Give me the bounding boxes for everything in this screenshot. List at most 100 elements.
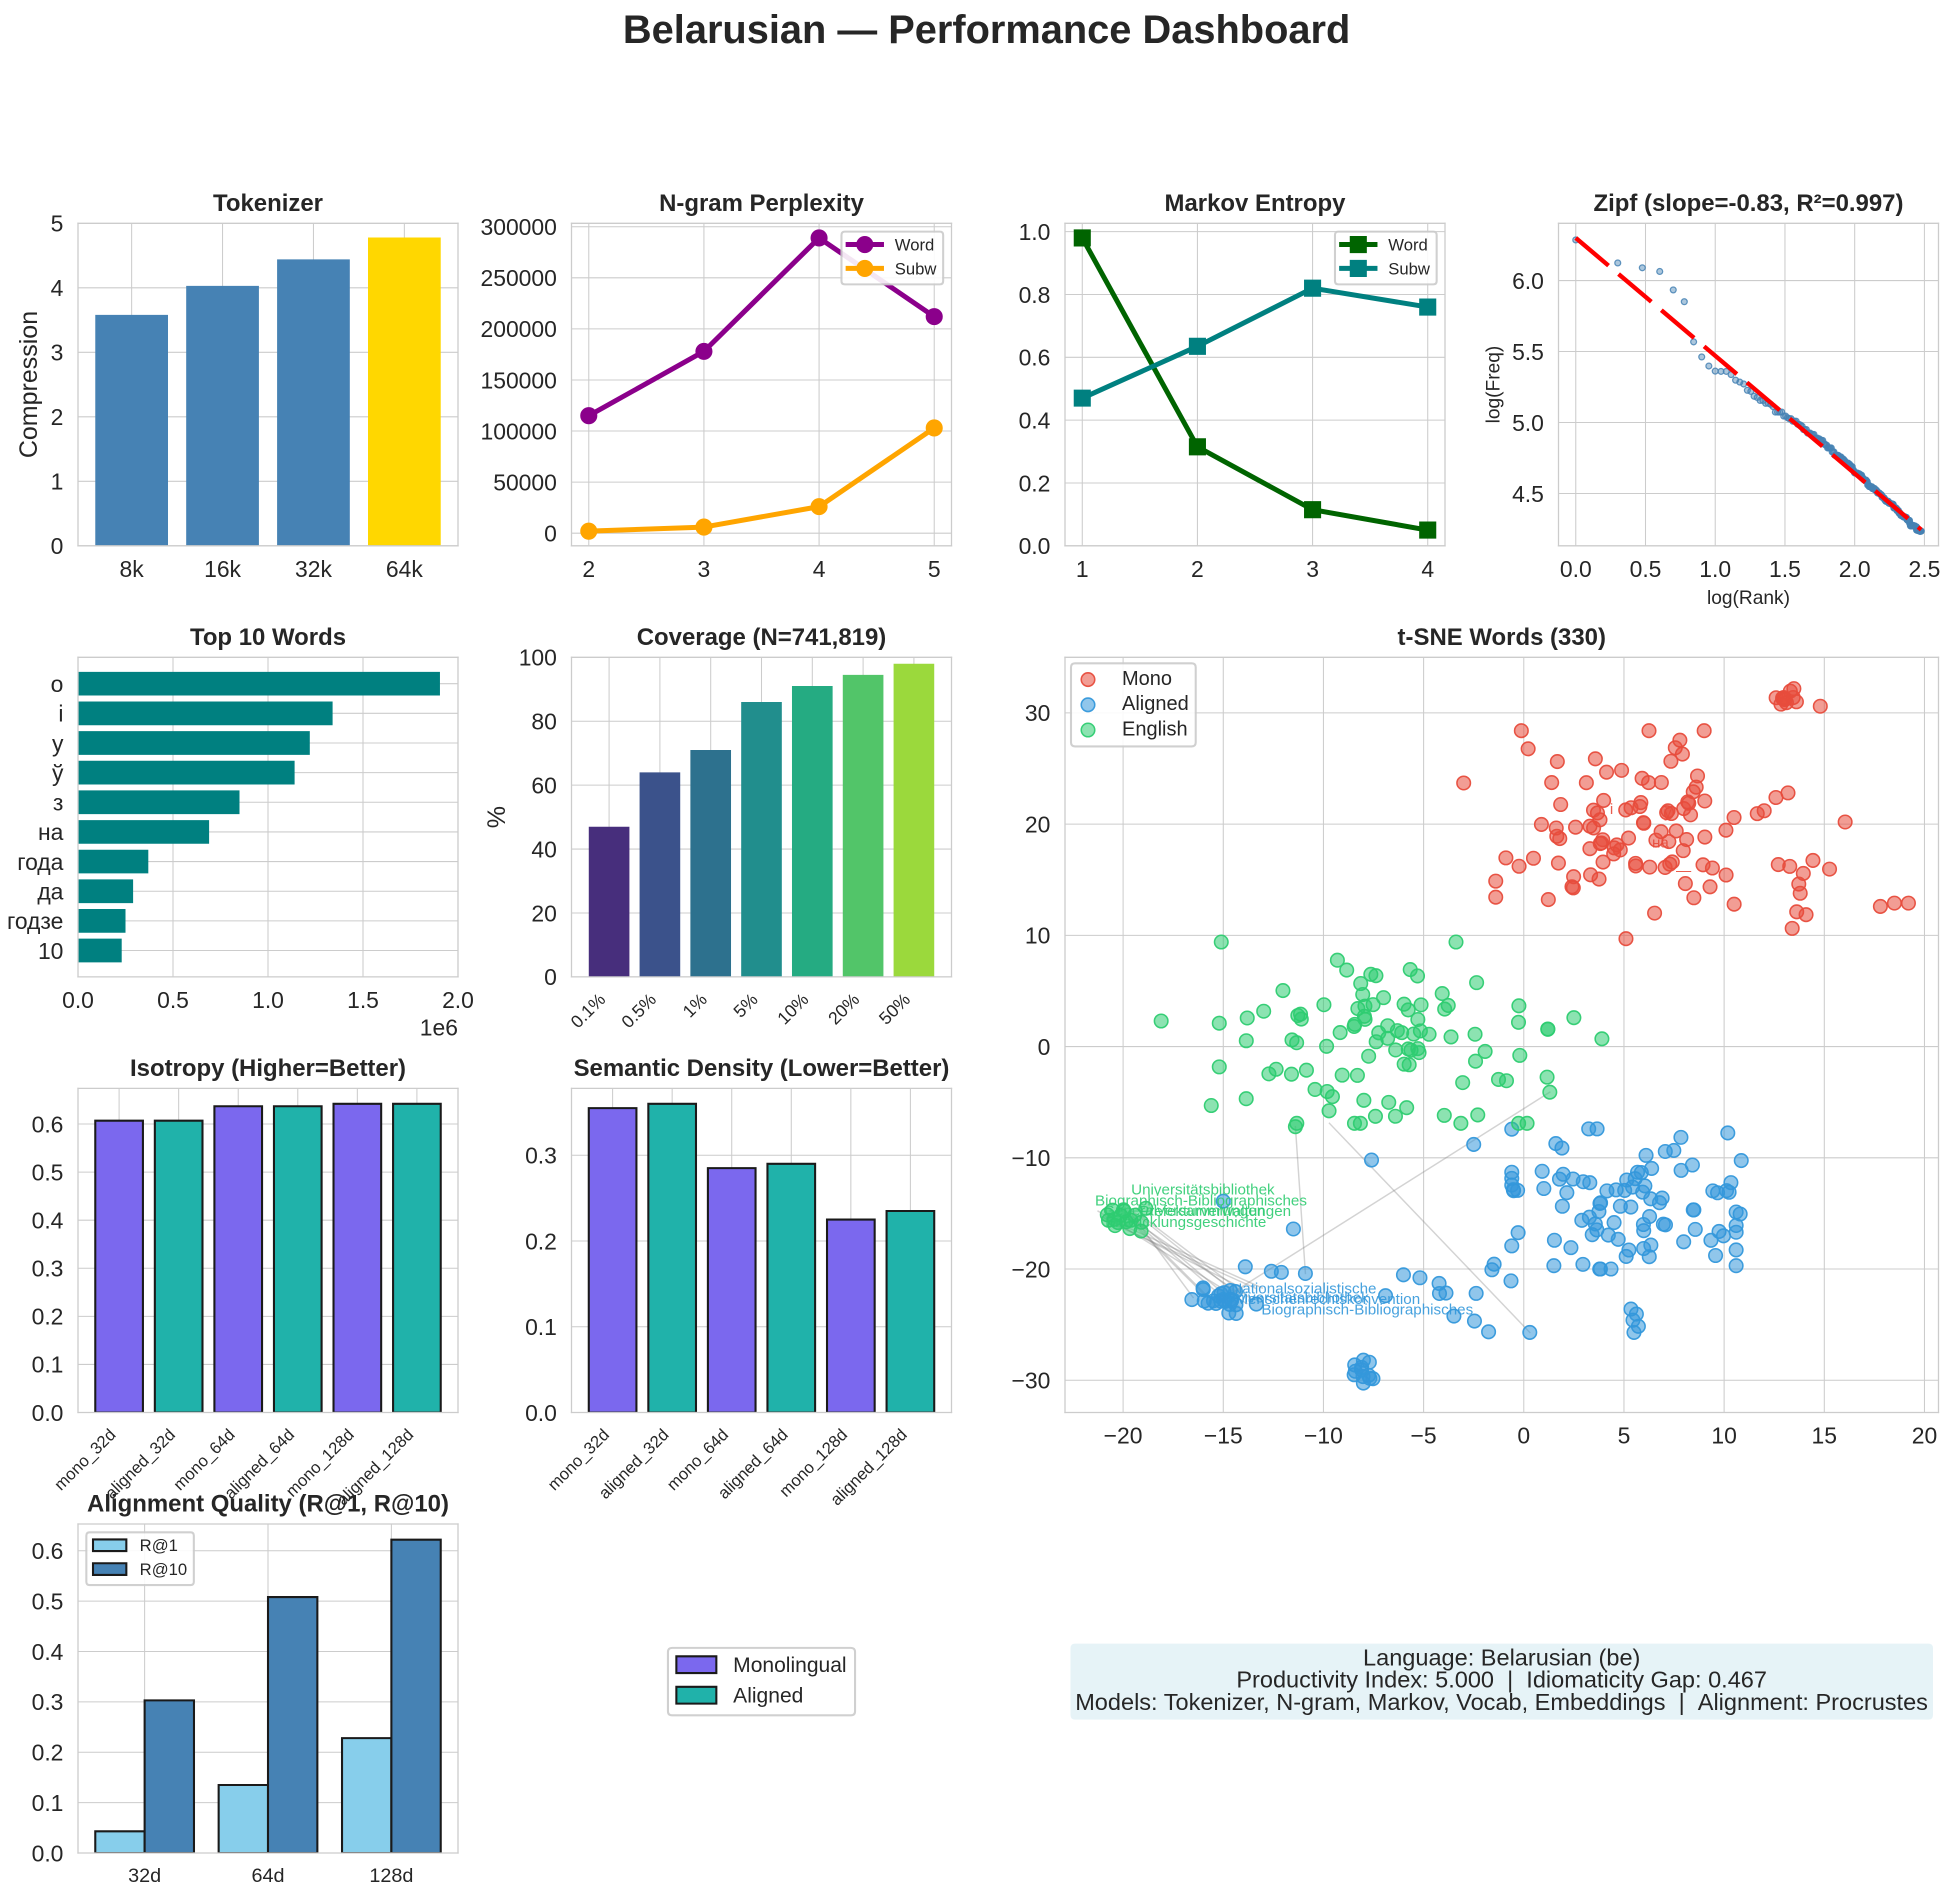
svg-text:Aligned: Aligned xyxy=(733,1685,803,1708)
svg-text:Menschenrechtskonvention: Menschenrechtskonvention xyxy=(1235,1291,1420,1308)
svg-text:1: 1 xyxy=(1076,556,1089,582)
svg-text:0.0: 0.0 xyxy=(1560,556,1592,582)
svg-text:Isotropy (Higher=Better): Isotropy (Higher=Better) xyxy=(130,1055,406,1082)
svg-text:log(Rank): log(Rank) xyxy=(1707,588,1790,609)
svg-text:32k: 32k xyxy=(295,556,332,582)
svg-text:0: 0 xyxy=(544,520,557,546)
svg-text:50000: 50000 xyxy=(493,469,557,495)
svg-text:2.0: 2.0 xyxy=(1839,556,1871,582)
svg-text:Universitätsbibliothek: Universitätsbibliothek xyxy=(1131,1182,1275,1199)
svg-text:да: да xyxy=(37,879,63,905)
svg-text:0.6: 0.6 xyxy=(1019,345,1051,371)
svg-text:Entwicklungsgeschichte: Entwicklungsgeschichte xyxy=(1105,1214,1266,1231)
svg-text:ў: ў xyxy=(1664,804,1672,821)
svg-text:0.5: 0.5 xyxy=(32,1159,64,1185)
svg-text:Universitätsbibliothek: Universitätsbibliothek xyxy=(1225,1289,1369,1306)
svg-text:64k: 64k xyxy=(386,556,423,582)
svg-text:годзе: годзе xyxy=(7,908,63,934)
svg-text:6.0: 6.0 xyxy=(1512,268,1544,294)
svg-text:300000: 300000 xyxy=(480,214,556,240)
svg-text:3: 3 xyxy=(51,340,64,366)
svg-text:0.2: 0.2 xyxy=(32,1740,64,1766)
svg-text:Word: Word xyxy=(1388,235,1428,254)
svg-text:Zipf (slope=-0.83, R²=0.997): Zipf (slope=-0.83, R²=0.997) xyxy=(1594,190,1904,217)
svg-text:Semantic Density (Lower=Better: Semantic Density (Lower=Better) xyxy=(574,1055,950,1082)
svg-text:4: 4 xyxy=(1421,556,1434,582)
svg-text:20: 20 xyxy=(531,900,556,926)
svg-text:—: — xyxy=(1676,862,1692,879)
svg-text:Compression: Compression xyxy=(15,311,43,458)
svg-text:Mono: Mono xyxy=(1122,668,1172,690)
svg-text:20: 20 xyxy=(1025,811,1050,837)
svg-text:Top 10 Words: Top 10 Words xyxy=(190,624,346,651)
svg-text:128d: 128d xyxy=(369,1865,413,1886)
svg-text:0.5: 0.5 xyxy=(157,987,189,1013)
svg-text:0.0: 0.0 xyxy=(32,1400,64,1426)
svg-text:−30: −30 xyxy=(1012,1368,1051,1394)
svg-text:ў: ў xyxy=(52,760,64,786)
svg-text:Word: Word xyxy=(895,235,935,254)
svg-text:80: 80 xyxy=(531,709,556,735)
svg-text:0: 0 xyxy=(1038,1034,1051,1060)
svg-text:40: 40 xyxy=(531,836,556,862)
svg-text:і: і xyxy=(1610,801,1613,818)
svg-text:1.0: 1.0 xyxy=(1699,556,1731,582)
svg-text:10: 10 xyxy=(1711,1423,1736,1449)
svg-text:Prefekturverwaltungen: Prefekturverwaltungen xyxy=(1139,1203,1291,1220)
svg-text:5.0: 5.0 xyxy=(1512,410,1544,436)
svg-text:Productivity Index: 5.000 |: Productivity Index: 5.000 | Idiomaticity… xyxy=(1236,1667,1767,1693)
svg-text:1e6: 1e6 xyxy=(420,1015,458,1041)
svg-text:Alignment Quality (R@1, R@10): Alignment Quality (R@1, R@10) xyxy=(87,1490,449,1517)
svg-text:30: 30 xyxy=(1025,700,1050,726)
svg-text:0.3: 0.3 xyxy=(525,1143,557,1169)
svg-text:5: 5 xyxy=(928,556,941,582)
svg-text:1.5: 1.5 xyxy=(1769,556,1801,582)
svg-text:0.4: 0.4 xyxy=(32,1639,64,1665)
svg-text:2: 2 xyxy=(1191,556,1204,582)
svg-text:3: 3 xyxy=(698,556,711,582)
svg-text:0.5: 0.5 xyxy=(1630,556,1662,582)
svg-text:у: у xyxy=(52,730,64,756)
svg-text:3: 3 xyxy=(1306,556,1319,582)
svg-text:4: 4 xyxy=(813,556,826,582)
svg-text:16k: 16k xyxy=(204,556,241,582)
svg-text:250000: 250000 xyxy=(480,265,556,291)
svg-text:60: 60 xyxy=(531,772,556,798)
svg-text:0.1: 0.1 xyxy=(32,1790,64,1816)
svg-text:0.6: 0.6 xyxy=(32,1538,64,1564)
svg-text:0.6: 0.6 xyxy=(32,1111,64,1137)
svg-text:0.2: 0.2 xyxy=(32,1304,64,1330)
svg-text:2.0: 2.0 xyxy=(442,987,474,1013)
svg-text:Biographisch-Bibliographisches: Biographisch-Bibliographisches xyxy=(1095,1193,1307,1210)
svg-text:−10: −10 xyxy=(1304,1423,1343,1449)
svg-text:Models: Tokenizer, N-gram, Mar: Models: Tokenizer, N-gram, Markov, Vocab… xyxy=(1075,1689,1928,1715)
svg-text:на: на xyxy=(1652,834,1669,851)
svg-text:R@10: R@10 xyxy=(140,1560,187,1579)
svg-text:0: 0 xyxy=(51,533,64,559)
svg-text:з: з xyxy=(53,790,64,816)
svg-text:Tokenizer: Tokenizer xyxy=(213,190,323,217)
svg-text:−10: −10 xyxy=(1012,1145,1051,1171)
svg-text:0.0: 0.0 xyxy=(525,1400,557,1426)
svg-text:1.0: 1.0 xyxy=(252,987,284,1013)
svg-text:0.0: 0.0 xyxy=(32,1840,64,1866)
svg-text:0: 0 xyxy=(544,964,557,990)
svg-text:Nationalsozialistische: Nationalsozialistische xyxy=(1231,1280,1376,1297)
svg-text:−15: −15 xyxy=(1204,1423,1243,1449)
svg-text:−5: −5 xyxy=(1411,1423,1437,1449)
svg-text:0.1: 0.1 xyxy=(32,1352,64,1378)
svg-text:5: 5 xyxy=(1618,1423,1631,1449)
svg-text:−20: −20 xyxy=(1104,1423,1143,1449)
svg-text:20: 20 xyxy=(1912,1423,1937,1449)
svg-text:0.4: 0.4 xyxy=(32,1207,64,1233)
svg-text:0.0: 0.0 xyxy=(62,987,94,1013)
svg-text:Belarusian — Performance Dashb: Belarusian — Performance Dashboard xyxy=(623,8,1350,52)
svg-text:Monolingual: Monolingual xyxy=(733,1654,846,1677)
svg-text:0.5: 0.5 xyxy=(32,1588,64,1614)
svg-text:Coverage (N=741,819): Coverage (N=741,819) xyxy=(637,624,887,651)
svg-text:10: 10 xyxy=(1025,923,1050,949)
svg-text:2.5: 2.5 xyxy=(1908,556,1940,582)
svg-text:200000: 200000 xyxy=(480,316,556,342)
svg-text:%: % xyxy=(483,806,511,828)
svg-text:1: 1 xyxy=(51,469,64,495)
